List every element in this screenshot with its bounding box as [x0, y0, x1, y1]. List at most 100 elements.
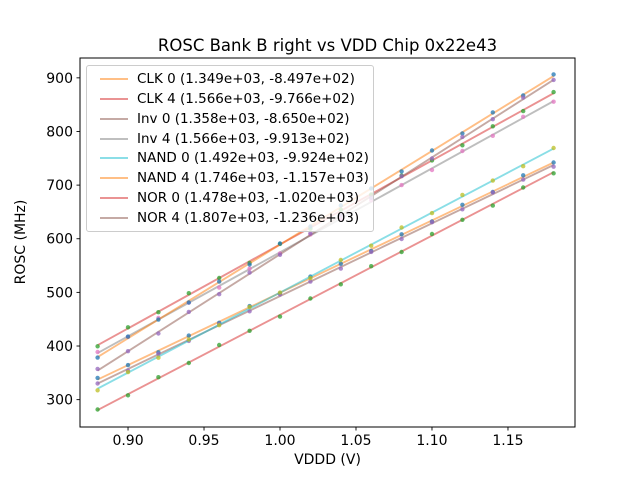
data-point	[125, 334, 131, 339]
data-point	[551, 171, 556, 176]
data-point	[399, 249, 404, 255]
series-inv-0	[95, 164, 556, 386]
data-point	[490, 124, 495, 129]
data-point	[338, 257, 343, 263]
data-point	[338, 282, 343, 287]
data-point	[186, 300, 191, 305]
series-nand-0	[95, 145, 556, 393]
data-point	[186, 333, 191, 338]
data-point	[95, 381, 100, 386]
legend-line-sample	[100, 217, 128, 220]
data-point	[490, 110, 495, 115]
legend-label: NOR 4 (1.807e+03, -1.236e+03)	[137, 210, 360, 227]
data-point	[217, 323, 222, 328]
data-point	[247, 270, 252, 275]
series-nor-0	[95, 171, 556, 412]
data-point	[551, 72, 556, 77]
data-point	[247, 328, 252, 333]
fit-line	[97, 164, 554, 385]
data-point	[490, 117, 495, 122]
data-point	[308, 296, 313, 301]
legend-line-sample	[100, 117, 128, 120]
data-point	[308, 231, 313, 236]
legend-item-clk0: CLK 0 (1.349e+03, -8.497e+02)	[93, 69, 367, 89]
data-point	[277, 241, 283, 246]
data-point	[125, 325, 131, 330]
axes-spines	[79, 57, 576, 428]
data-point	[551, 89, 556, 95]
data-point	[521, 177, 526, 182]
legend-item-inv4: Inv 4 (1.566e+03, -9.913e+02)	[93, 129, 367, 149]
data-point	[369, 243, 374, 248]
data-point	[125, 362, 131, 368]
data-point	[460, 134, 465, 140]
data-point	[551, 160, 556, 165]
data-point	[521, 108, 526, 114]
data-point	[125, 393, 131, 398]
data-point	[429, 210, 435, 216]
fit-line	[97, 171, 555, 411]
data-point	[95, 349, 100, 355]
legend-line-sample	[100, 97, 128, 100]
axis-ticks: 0.90 0.95 1.00 1.05 1.10 1.15 300 400 500 600 700 8…	[46, 71, 523, 449]
data-point	[217, 285, 222, 290]
data-point	[429, 220, 435, 225]
data-point	[399, 236, 404, 242]
data-point	[125, 349, 131, 354]
data-point	[186, 360, 191, 366]
data-point	[308, 276, 313, 281]
legend-line-sample	[100, 137, 128, 140]
legend-label: NAND 0 (1.492e+03, -9.924e+02)	[137, 150, 369, 167]
legend: CLK 0 (1.349e+03, -8.497e+02) CLK 4 (1.5…	[86, 65, 374, 232]
data-point	[490, 178, 495, 183]
data-point	[217, 279, 222, 284]
data-point	[399, 174, 404, 179]
data-point	[460, 217, 465, 222]
data-point	[95, 407, 100, 412]
y-tick-label: 900	[46, 71, 73, 87]
data-point	[277, 290, 283, 295]
legend-line-sample	[100, 157, 128, 160]
data-point	[217, 275, 222, 281]
x-tick-label: 1.05	[340, 433, 371, 449]
data-point	[460, 143, 465, 148]
data-point	[429, 148, 435, 153]
fit-line	[97, 147, 555, 390]
legend-item-nand0: NAND 0 (1.492e+03, -9.924e+02)	[93, 149, 369, 169]
y-tick-label: 500	[46, 285, 73, 301]
data-point	[429, 231, 435, 237]
legend-item-nand4: NAND 4 (1.746e+03, -1.157e+03)	[93, 168, 369, 188]
data-point	[551, 164, 556, 169]
data-point	[186, 309, 191, 315]
data-point	[95, 344, 100, 349]
legend-line-sample	[100, 177, 128, 180]
data-point	[521, 185, 526, 190]
data-point	[521, 95, 526, 100]
x-tick-label: 1.15	[492, 433, 523, 449]
data-point	[429, 156, 435, 161]
data-point	[308, 279, 313, 284]
data-point	[156, 317, 161, 322]
y-tick-label: 700	[46, 178, 73, 194]
data-point	[247, 304, 252, 310]
legend-label: Inv 4 (1.566e+03, -9.913e+02)	[137, 130, 350, 147]
legend-item-nor0: NOR 0 (1.478e+03, -1.020e+03)	[93, 188, 367, 208]
y-tick-label: 800	[46, 124, 73, 140]
data-point	[95, 366, 100, 372]
y-tick-label: 300	[46, 393, 73, 409]
legend-label: NAND 4 (1.746e+03, -1.157e+03)	[137, 170, 369, 187]
data-point	[521, 173, 526, 178]
x-axis-label: VDDD (V)	[294, 452, 361, 468]
data-point	[521, 164, 526, 169]
data-point	[156, 310, 161, 315]
data-point	[338, 266, 343, 271]
chart-title: ROSC Bank B right vs VDD Chip 0x22e43	[157, 36, 498, 55]
data-point	[217, 342, 222, 348]
data-point	[399, 182, 404, 188]
data-point	[95, 388, 100, 393]
data-point	[399, 232, 404, 237]
data-point	[490, 203, 495, 208]
data-point	[460, 202, 465, 207]
data-point	[551, 145, 556, 151]
data-point	[156, 355, 161, 360]
